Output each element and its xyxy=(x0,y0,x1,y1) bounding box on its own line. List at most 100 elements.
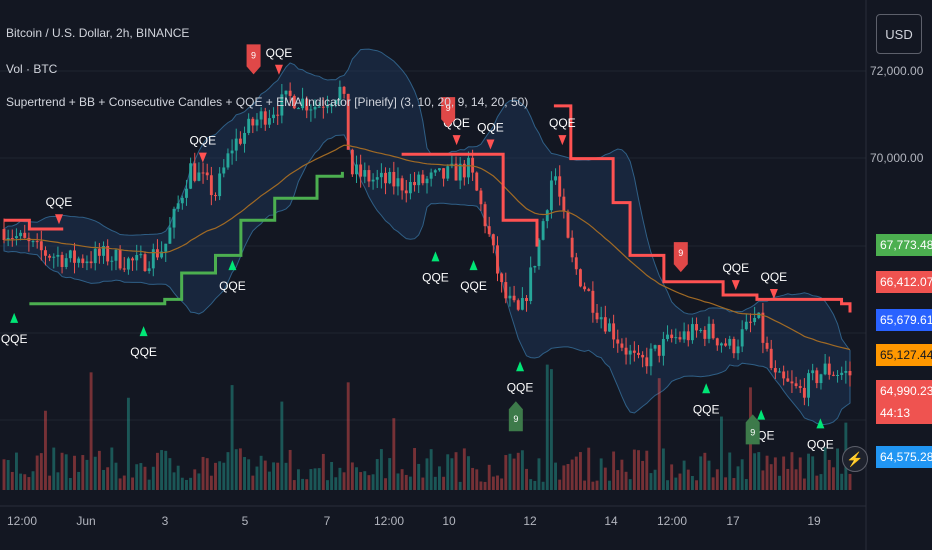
volume-bar xyxy=(471,467,475,490)
candle-body xyxy=(732,338,736,354)
volume-bar xyxy=(711,477,715,490)
qqe-buy-arrow xyxy=(757,409,766,420)
price-tag: 67,773.48 xyxy=(876,234,932,256)
candle-body xyxy=(197,172,201,181)
candle-body xyxy=(6,238,10,240)
candle-body xyxy=(400,178,404,191)
qqe-label: QQE xyxy=(130,345,157,359)
candle-body xyxy=(753,317,757,323)
candle-body xyxy=(388,171,392,184)
candle-body xyxy=(554,176,558,181)
volume-bar xyxy=(566,464,570,490)
qqe-sell-arrow xyxy=(198,152,207,163)
candle-body xyxy=(355,164,358,175)
consecutive-count-label: 9 xyxy=(513,414,518,424)
volume-bar xyxy=(48,475,52,490)
volume-bar xyxy=(218,461,222,490)
candle-body xyxy=(255,119,259,126)
volume-bar xyxy=(798,457,802,490)
volume-bar xyxy=(811,456,815,490)
volume-bar xyxy=(288,449,292,490)
volume-bar xyxy=(603,467,607,490)
candle-body xyxy=(118,249,122,269)
volume-bar xyxy=(719,416,723,490)
y-tick: 72,000.00 xyxy=(870,64,924,78)
candle-body xyxy=(641,354,645,358)
candle-body xyxy=(176,203,180,209)
volume-bar xyxy=(773,457,777,490)
volume-bar xyxy=(529,479,533,490)
volume-bar xyxy=(458,481,462,490)
volume-bar xyxy=(77,471,81,490)
supertrend-down-line xyxy=(401,152,539,247)
volume-bar xyxy=(790,452,794,490)
symbol-legend[interactable]: Bitcoin / U.S. Dollar, 2h, BINANCE xyxy=(6,26,190,40)
candle-body xyxy=(139,254,143,256)
volume-bar xyxy=(185,479,188,490)
candle-body xyxy=(637,352,640,355)
candle-body xyxy=(14,236,18,239)
volume-bar xyxy=(757,452,761,490)
x-tick: Jun xyxy=(76,514,96,528)
volume-bar xyxy=(599,458,603,490)
candle-body xyxy=(844,371,848,373)
qqe-sell-arrow xyxy=(452,135,461,146)
qqe-label: QQE xyxy=(807,437,834,451)
price-tag: 64,575.28 xyxy=(876,446,932,468)
indicator-legend[interactable]: Supertrend + BB + Consecutive Candles + … xyxy=(6,95,529,109)
volume-bar xyxy=(359,472,363,490)
candle-body xyxy=(778,371,781,373)
volume-bar xyxy=(230,385,234,490)
volume-bar xyxy=(267,471,271,490)
volume-bar xyxy=(31,471,35,490)
volume-bar xyxy=(338,467,342,490)
candle-body xyxy=(566,211,570,238)
volume-bar xyxy=(425,458,429,490)
volume-bar xyxy=(400,469,404,490)
candle-body xyxy=(483,204,487,227)
candle-body xyxy=(666,334,669,340)
candle-body xyxy=(612,323,616,340)
volume-bar xyxy=(446,454,450,490)
volume-legend[interactable]: Vol · BTC xyxy=(6,62,58,76)
candle-body xyxy=(827,363,831,375)
candle-body xyxy=(168,227,172,244)
candle-body xyxy=(97,248,101,256)
volume-bar xyxy=(429,449,433,490)
candle-body xyxy=(591,290,595,313)
currency-button[interactable]: USD xyxy=(876,14,922,54)
candle-body xyxy=(798,386,802,388)
consecutive-count-label: 9 xyxy=(446,103,451,113)
volume-bar xyxy=(786,468,790,490)
candle-body xyxy=(674,337,678,339)
volume-bar xyxy=(384,478,387,490)
volume-bar xyxy=(794,469,798,490)
volume-bar xyxy=(60,452,64,490)
volume-bar xyxy=(122,475,126,490)
candle-body xyxy=(2,229,6,240)
lightning-icon[interactable]: ⚡ xyxy=(842,446,868,472)
volume-bar xyxy=(56,472,60,490)
qqe-label: QQE xyxy=(1,332,28,346)
qqe-label: QQE xyxy=(722,261,749,275)
volume-bar xyxy=(769,464,773,490)
qqe-buy-arrow xyxy=(702,383,711,394)
candle-body xyxy=(404,190,408,194)
candle-body xyxy=(782,371,786,379)
candle-body xyxy=(558,176,562,197)
candle-body xyxy=(516,300,520,310)
volume-bar xyxy=(85,459,89,490)
candle-body xyxy=(151,249,155,269)
volume-bar xyxy=(272,462,276,490)
candle-body xyxy=(334,100,338,105)
qqe-buy-arrow xyxy=(139,326,148,337)
candle-body xyxy=(338,86,342,101)
volume-bar xyxy=(19,473,23,490)
volume-bar xyxy=(342,472,346,490)
volume-bar xyxy=(491,476,495,490)
candle-body xyxy=(549,180,553,211)
candle-body xyxy=(371,179,375,182)
candle-body xyxy=(131,258,135,261)
candle-body xyxy=(106,245,110,262)
